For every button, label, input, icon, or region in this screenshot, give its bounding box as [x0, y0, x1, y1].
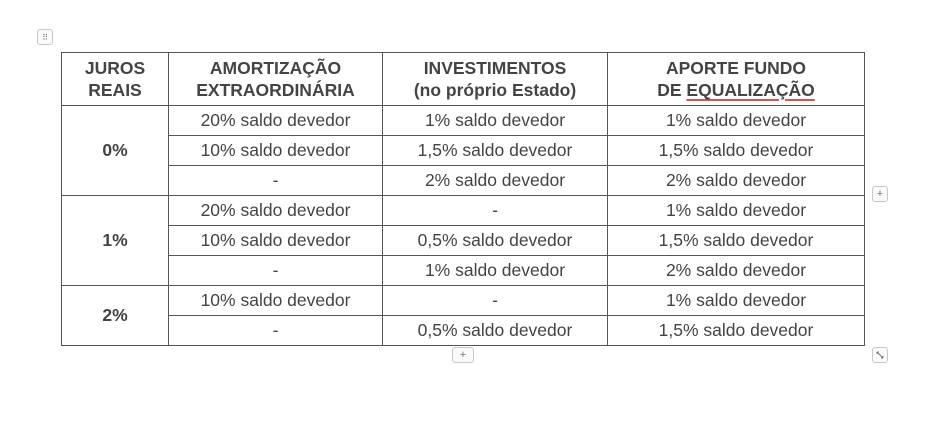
header-line: INVESTIMENTOS — [423, 58, 567, 78]
header-line: AMORTIZAÇÃO — [209, 58, 342, 78]
table-cell: - — [382, 195, 608, 226]
rate-cell: 2% — [61, 285, 169, 346]
header-row: JUROS REAIS AMORTIZAÇÃO EXTRAORDINÁRIA I… — [61, 52, 865, 106]
table-cell: 1% saldo devedor — [382, 255, 608, 286]
header-line: (no próprio Estado) — [413, 80, 577, 100]
table-cell: - — [168, 165, 383, 196]
table-drag-handle[interactable]: ⠿ — [37, 29, 53, 45]
table-cell: 1,5% saldo devedor — [607, 315, 865, 346]
table-cell: 2% saldo devedor — [607, 165, 865, 196]
table-cell: 0,5% saldo devedor — [382, 315, 608, 346]
table-cell: 20% saldo devedor — [168, 195, 383, 226]
table-cell: 1,5% saldo devedor — [607, 225, 865, 256]
add-column-button[interactable]: + — [872, 186, 888, 202]
table-row: 10% saldo devedor 0,5% saldo devedor 1,5… — [62, 225, 865, 256]
table-cell: 20% saldo devedor — [168, 105, 383, 136]
table-cell: 1% saldo devedor — [607, 285, 865, 316]
table-cell: - — [382, 285, 608, 316]
table-row: 2% 10% saldo devedor - 1% saldo devedor — [61, 285, 865, 346]
table-resize-handle[interactable] — [872, 347, 888, 363]
table-cell: 10% saldo devedor — [168, 225, 383, 256]
header-line: APORTE FUNDO — [666, 58, 806, 78]
header-aporte-fundo: APORTE FUNDO DE EQUALIZAÇÃO — [607, 52, 865, 106]
header-line: REAIS — [88, 80, 142, 100]
table-cell: 1,5% saldo devedor — [382, 135, 608, 166]
table-cell: 1,5% saldo devedor — [607, 135, 865, 166]
header-line: EXTRAORDINÁRIA — [196, 80, 355, 100]
drag-dots-icon: ⠿ — [42, 32, 48, 42]
table-cell: 0,5% saldo devedor — [382, 225, 608, 256]
table-cell: 10% saldo devedor — [168, 135, 383, 166]
table-cell: 1% saldo devedor — [607, 195, 865, 226]
rate-cell: 1% — [61, 195, 169, 286]
header-line: DE — [657, 80, 687, 100]
table-row: - 2% saldo devedor 2% saldo devedor — [62, 165, 865, 196]
table-row: 10% saldo devedor 1,5% saldo devedor 1,5… — [62, 135, 865, 166]
resize-icon — [876, 351, 884, 359]
table-cell: - — [168, 315, 383, 346]
plus-icon: + — [876, 187, 884, 200]
table-row: - 0,5% saldo devedor 1,5% saldo devedor — [62, 315, 865, 346]
data-table: JUROS REAIS AMORTIZAÇÃO EXTRAORDINÁRIA I… — [61, 52, 865, 346]
table-cell: 1% saldo devedor — [607, 105, 865, 136]
table-row: - 1% saldo devedor 2% saldo devedor — [62, 255, 865, 286]
header-line: JUROS — [84, 58, 146, 78]
header-investimentos: INVESTIMENTOS (no próprio Estado) — [382, 52, 608, 106]
table-cell: 1% saldo devedor — [382, 105, 608, 136]
plus-icon: + — [459, 348, 467, 361]
table-row: 0% 20% saldo devedor 1% saldo devedor 1%… — [61, 105, 865, 196]
table-cell: - — [168, 255, 383, 286]
table-cell: 2% saldo devedor — [382, 165, 608, 196]
add-row-button[interactable]: + — [452, 347, 474, 363]
table-cell: 10% saldo devedor — [168, 285, 383, 316]
table-cell: 2% saldo devedor — [607, 255, 865, 286]
table-row: 1% 20% saldo devedor - 1% saldo devedor — [61, 195, 865, 286]
header-amortizacao: AMORTIZAÇÃO EXTRAORDINÁRIA — [168, 52, 383, 106]
header-juros-reais: JUROS REAIS — [61, 52, 169, 106]
spellcheck-underlined-word: EQUALIZAÇÃO — [686, 80, 815, 100]
rate-cell: 0% — [61, 105, 169, 196]
